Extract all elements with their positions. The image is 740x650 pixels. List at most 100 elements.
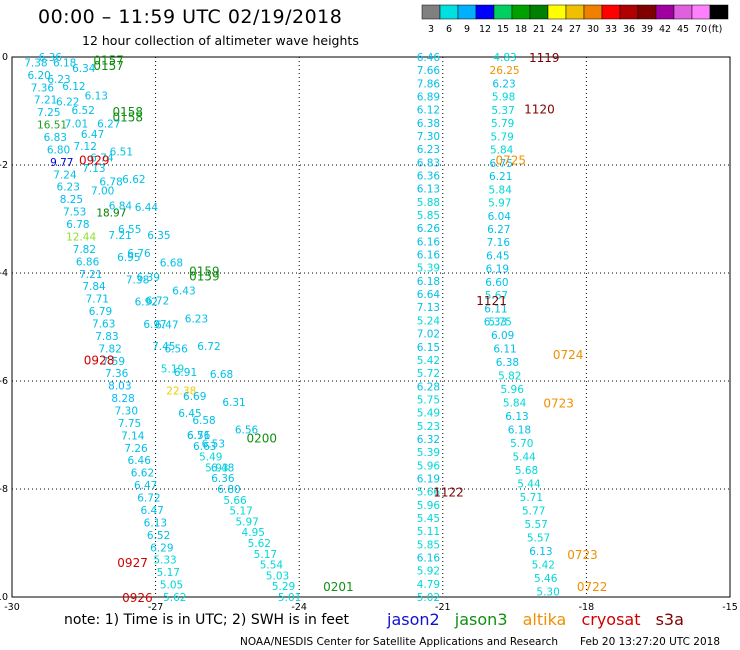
colorbar-swatch: [637, 4, 657, 20]
swh-value: 18.97: [96, 208, 126, 220]
swh-value: 5.66: [223, 495, 247, 507]
chart-title: 00:00 – 11:59 UTC 02/19/2018: [38, 6, 343, 28]
swh-value: 6.63: [193, 441, 216, 453]
swh-value: 6.60: [485, 277, 508, 289]
swh-value: 6.23: [47, 74, 70, 86]
swh-value: 6.38: [417, 118, 440, 130]
colorbar-tick-label: 21: [533, 24, 545, 35]
swh-value: 5.49: [417, 408, 440, 420]
swh-value: 7.36: [31, 82, 55, 94]
swh-value: 5.11: [417, 526, 440, 538]
colorbar-tick-label: 9: [464, 24, 470, 35]
colorbar-swatch: [493, 4, 513, 20]
swh-value: 5.62: [248, 538, 271, 550]
swh-value: 5.01: [278, 592, 301, 604]
swh-value: 7.71: [86, 294, 109, 306]
colorbar-swatch: [439, 4, 459, 20]
colorbar-tick-label: 24: [551, 24, 563, 35]
swh-value: 5.96: [417, 460, 441, 472]
swh-value: 6.13: [505, 411, 528, 423]
pass-time-label: 1120: [524, 102, 555, 116]
y-tick-label: -8: [0, 484, 8, 495]
swh-value: 6.56: [235, 425, 259, 437]
swh-value: 7.25: [37, 107, 60, 119]
pass-time-label: 0926: [122, 591, 153, 605]
swh-value: 6.56: [164, 343, 188, 355]
swh-value: 7.84: [82, 281, 106, 293]
legend-s3a: s3a: [655, 610, 684, 629]
swh-value: 7.01: [65, 119, 88, 131]
pass-time-label: 0157: [93, 59, 124, 73]
credit-line: NOAA/NESDIS Center for Satellite Applica…: [240, 636, 558, 648]
pass-time-label: 0722: [577, 580, 608, 594]
swh-value: 5.45: [417, 513, 440, 525]
swh-value: 6.46: [128, 455, 152, 467]
swh-value: 5.75: [489, 317, 512, 329]
colorbar-swatch: [601, 4, 621, 20]
swh-value: 5.79: [490, 131, 513, 143]
swh-value: 6.13: [417, 184, 440, 196]
footnote: note: 1) Time is in UTC; 2) SWH is in fe…: [64, 612, 350, 628]
swh-value: 6.19: [486, 264, 509, 276]
swh-value: 6.47: [134, 480, 157, 492]
y-tick-label: -4: [0, 268, 8, 279]
swh-value: 6.11: [493, 344, 516, 356]
swh-value: 4.83: [493, 52, 516, 64]
swh-value: 5.85: [417, 210, 440, 222]
swh-value: 5.39: [417, 263, 440, 275]
swh-values: 7.386.207.367.217.2516.516.836.809.777.2…: [24, 52, 560, 604]
swh-value: 6.97: [143, 319, 166, 331]
swh-value: 6.86: [76, 256, 100, 268]
legend-cryosat: cryosat: [581, 610, 641, 629]
swh-value: 6.91: [174, 367, 197, 379]
swh-value: 6.58: [192, 415, 215, 427]
pass-time-label: 1119: [529, 51, 560, 65]
swh-value: 6.13: [144, 517, 167, 529]
swh-value: 7.45: [152, 341, 175, 353]
swh-value: 6.44: [135, 202, 159, 214]
swh-value: 6.78: [66, 219, 89, 231]
swh-value: 6.36: [211, 473, 235, 485]
swh-value: 6.18: [508, 425, 531, 437]
colorbar-swatch: [421, 4, 441, 20]
swh-value: 6.13: [85, 91, 108, 103]
swh-value: 26.25: [490, 65, 520, 77]
swh-value: 6.68: [210, 369, 233, 381]
pass-time-label: 0158: [113, 105, 144, 119]
colorbar-swatch: [709, 4, 729, 20]
swh-value: 5.66: [417, 487, 441, 499]
swh-value: 6.21: [489, 171, 512, 183]
swh-value: 6.45: [486, 250, 509, 262]
x-tick-label: -30: [4, 602, 20, 613]
swh-value: 6.23: [57, 182, 80, 194]
colorbar-tick-label: 70: [695, 24, 707, 35]
swh-value: 5.84: [489, 184, 513, 196]
swh-value: 5.96: [417, 500, 441, 512]
swh-value: 7.53: [63, 207, 86, 219]
colorbar-tick-label: 36: [623, 24, 635, 35]
swh-value: 6.16: [417, 250, 441, 262]
swh-value: 6.34: [72, 63, 96, 75]
swh-value: 6.68: [160, 258, 183, 270]
swh-value: 6.75: [490, 158, 513, 170]
swh-value: 5.54: [260, 560, 284, 572]
pass-time-label: 0200: [247, 432, 278, 446]
swh-value: 6.52: [72, 105, 95, 117]
swh-value: 5.84: [490, 145, 514, 157]
swh-value: 7.63: [92, 318, 115, 330]
swh-value: 7.38: [24, 57, 47, 69]
swh-value: 5.97: [235, 516, 258, 528]
swh-value: 6.23: [185, 313, 208, 325]
swh-value: 5.92: [417, 566, 440, 578]
colorbar-tick-label: (ft): [708, 24, 722, 35]
swh-value: 5.71: [520, 492, 543, 504]
swh-value: 6.28: [417, 381, 440, 393]
swh-value: 9.77: [50, 157, 73, 169]
y-tick-label: -2: [0, 160, 8, 171]
swh-value: 6.18: [53, 57, 76, 69]
swh-value: 5.79: [491, 118, 514, 130]
swh-value: 6.83: [44, 132, 67, 144]
swh-value: 6.13: [529, 546, 552, 558]
swh-value: 5.46: [534, 573, 558, 585]
legend-jason2: jason2: [387, 610, 440, 629]
